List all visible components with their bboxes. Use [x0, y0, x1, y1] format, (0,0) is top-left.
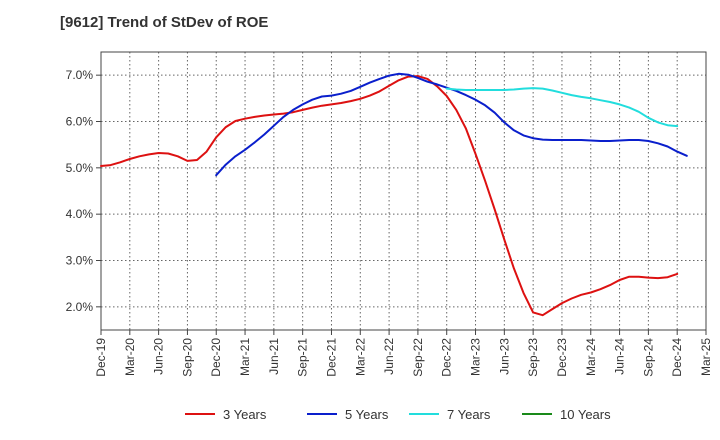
x-tick-label: Dec-22 [440, 338, 454, 377]
x-tick-label: Mar-25 [699, 338, 713, 376]
x-tick-label: Mar-21 [238, 338, 252, 376]
x-tick-label: Mar-23 [469, 338, 483, 376]
plot-area [100, 51, 707, 331]
x-tick-label: Sep-20 [180, 338, 194, 377]
legend-label-7-years: 7 Years [447, 407, 491, 422]
x-tick-label: Mar-22 [353, 338, 367, 376]
x-tick-label: Dec-24 [670, 338, 684, 377]
series-line-7-years [445, 87, 679, 128]
x-tick-label: Jun-20 [152, 338, 166, 375]
series-line-3-years [100, 75, 679, 317]
x-tick-label: Sep-23 [526, 338, 540, 377]
x-tick-label: Sep-24 [641, 338, 655, 377]
y-tick-label: 3.0% [66, 254, 94, 268]
y-tick-label: 7.0% [66, 68, 94, 82]
x-tick-label: Mar-20 [123, 338, 137, 376]
x-tick-label: Jun-21 [267, 338, 281, 375]
legend-label-3-years: 3 Years [223, 407, 267, 422]
y-tick-label: 4.0% [66, 207, 94, 221]
x-tick-label: Dec-23 [555, 338, 569, 377]
x-tick-label: Jun-24 [613, 338, 627, 375]
x-tick-label: Jun-22 [382, 338, 396, 375]
chart-title: [9612] Trend of StDev of ROE [60, 14, 269, 31]
x-tick-label: Dec-19 [94, 338, 108, 377]
x-tick-label: Sep-22 [411, 338, 425, 377]
legend-label-10-years: 10 Years [560, 407, 611, 422]
y-tick-label: 6.0% [66, 115, 94, 129]
legend-label-5-years: 5 Years [345, 407, 389, 422]
x-tick-label: Dec-20 [209, 338, 223, 377]
y-tick-label: 5.0% [66, 161, 94, 175]
x-tick-label: Sep-21 [296, 338, 310, 377]
x-tick-label: Dec-21 [324, 338, 338, 377]
x-tick-label: Jun-23 [497, 338, 511, 375]
x-tick-label: Mar-24 [584, 338, 598, 376]
y-tick-label: 2.0% [66, 300, 94, 314]
